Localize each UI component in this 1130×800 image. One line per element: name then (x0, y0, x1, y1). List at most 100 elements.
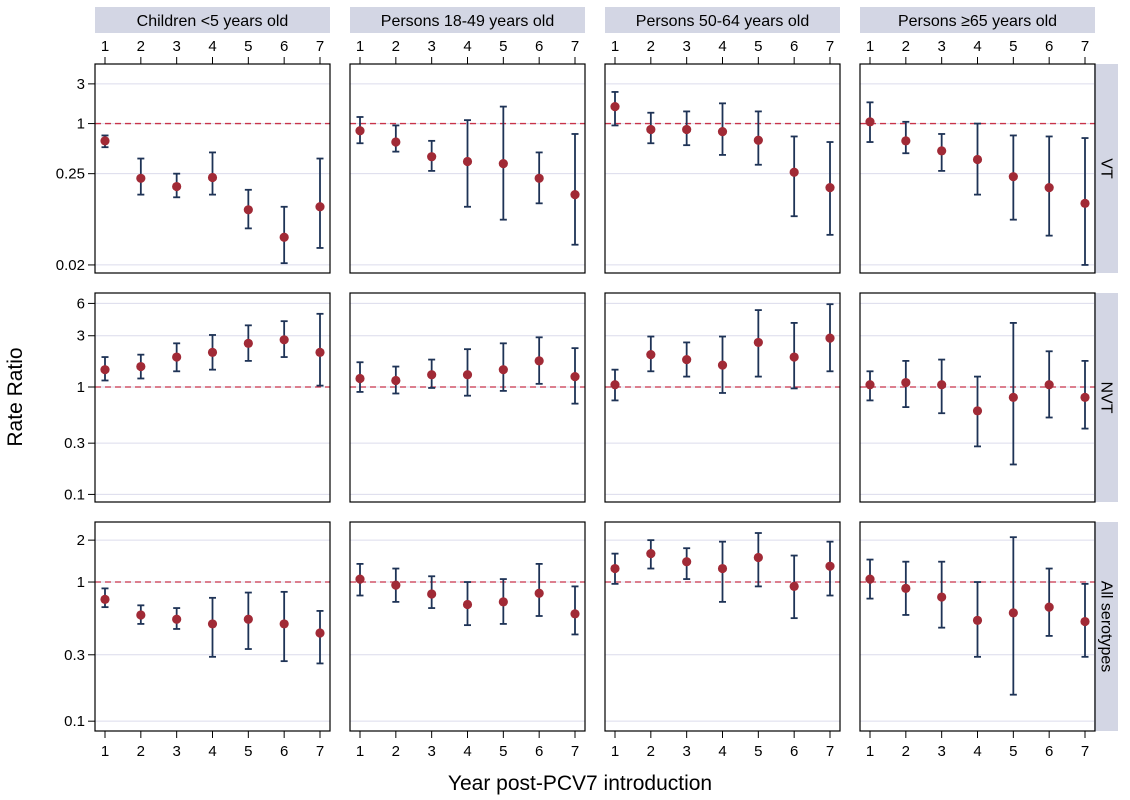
data-point (1080, 616, 1090, 627)
data-point (1044, 380, 1054, 390)
top-x-tick-label: 3 (682, 38, 690, 55)
data-point (427, 152, 437, 162)
top-x-tick-label: 3 (937, 38, 945, 55)
data-point (207, 347, 218, 357)
data-point (243, 614, 253, 624)
bottom-x-tick-label: 1 (101, 743, 109, 760)
data-point (172, 352, 182, 362)
bottom-x-tick-label: 5 (244, 743, 252, 760)
data-point (1080, 198, 1090, 208)
bottom-x-tick-label: 3 (682, 743, 690, 760)
data-point (355, 574, 365, 584)
y-tick-label: 1 (77, 574, 85, 591)
column-strip (605, 7, 840, 33)
column-strip-label: Persons ≥65 years old (898, 13, 1057, 30)
y-tick-label: 0.1 (64, 713, 85, 730)
row-strip-label: All serotypes (1098, 581, 1115, 673)
data-point (789, 167, 799, 177)
x-axis-title: Year post-PCV7 introduction (448, 772, 712, 795)
data-point (937, 592, 947, 602)
data-point (279, 619, 289, 629)
data-point (972, 615, 983, 625)
data-point (717, 360, 728, 370)
data-point (610, 101, 620, 112)
row-strip-label: VT (1098, 158, 1115, 179)
data-point (498, 365, 508, 375)
data-point (825, 561, 835, 571)
data-point (355, 126, 365, 136)
data-point (717, 127, 728, 137)
data-point (136, 361, 146, 372)
row-strip-label: NVT (1098, 382, 1115, 414)
panel (604, 292, 841, 503)
data-point (391, 137, 401, 147)
top-x-tick-label: 3 (427, 38, 435, 55)
column-strip-label: Persons 50-64 years old (636, 13, 809, 30)
column-strip-label: Children <5 years old (137, 13, 289, 30)
y-tick-label: 6 (77, 295, 85, 312)
top-x-tick-label: 5 (754, 38, 762, 55)
top-x-tick-label: 2 (137, 38, 145, 55)
panels (94, 63, 1096, 732)
y-tick-label: 3 (77, 76, 85, 93)
row-strips: VT NVT All serotypes (1094, 64, 1118, 731)
data-point (610, 563, 620, 574)
data-point (172, 181, 182, 192)
top-x-tick-label: 6 (535, 38, 543, 55)
data-point (682, 557, 692, 567)
data-point (646, 350, 656, 360)
bottom-x-tick-label: 6 (535, 743, 543, 760)
panel (349, 521, 586, 732)
data-point (243, 338, 253, 348)
data-point (865, 117, 875, 127)
top-x-tick-label: 7 (826, 38, 834, 55)
column-strips: Children <5 years old Persons 18-49 years… (95, 7, 1095, 33)
y-axis-title: Rate Ratio (4, 347, 27, 446)
bottom-x-tick-label: 7 (1081, 743, 1089, 760)
data-point (865, 574, 875, 584)
data-point (1008, 392, 1018, 403)
data-point (901, 583, 911, 593)
bottom-x-tick-label: 5 (499, 743, 507, 760)
data-point (136, 610, 146, 620)
data-point (901, 136, 911, 146)
panel (604, 63, 841, 274)
y-tick-label: 3 (77, 328, 85, 345)
top-x-tick-label: 3 (172, 38, 180, 55)
data-point (865, 380, 875, 390)
data-point (100, 365, 110, 375)
bottom-x-tick-label: 6 (790, 743, 798, 760)
top-x-tick-label: 1 (101, 38, 109, 55)
top-x-tick-label: 2 (647, 38, 655, 55)
row-strip (1094, 293, 1118, 502)
data-point (937, 380, 947, 390)
row-strip (1094, 522, 1118, 731)
data-point (462, 370, 473, 380)
data-point (534, 588, 544, 598)
bottom-x-tick-label: 4 (463, 743, 471, 760)
bottom-x-tick-label: 7 (571, 743, 579, 760)
bottom-x-tick-label: 6 (1045, 743, 1053, 760)
top-x-tick-label: 5 (1009, 38, 1017, 55)
data-point (462, 156, 473, 167)
data-point (534, 356, 544, 366)
data-point (825, 333, 835, 343)
data-point (901, 377, 911, 388)
column-strip-label: Persons 18-49 years old (381, 13, 554, 30)
data-point (1008, 172, 1018, 182)
panel (94, 521, 331, 732)
data-point (315, 628, 325, 638)
data-point (136, 173, 146, 183)
data-point (207, 619, 218, 629)
data-point (570, 190, 580, 200)
bottom-x-tick-label: 5 (1009, 743, 1017, 760)
top-x-tick-label: 5 (499, 38, 507, 55)
row-strip (1094, 64, 1118, 273)
top-x-tick-label: 6 (790, 38, 798, 55)
panel-frame (94, 292, 331, 503)
top-x-tick-label: 7 (571, 38, 579, 55)
data-point (462, 599, 473, 610)
data-point (717, 563, 728, 574)
bottom-x-tick-label: 3 (427, 743, 435, 760)
